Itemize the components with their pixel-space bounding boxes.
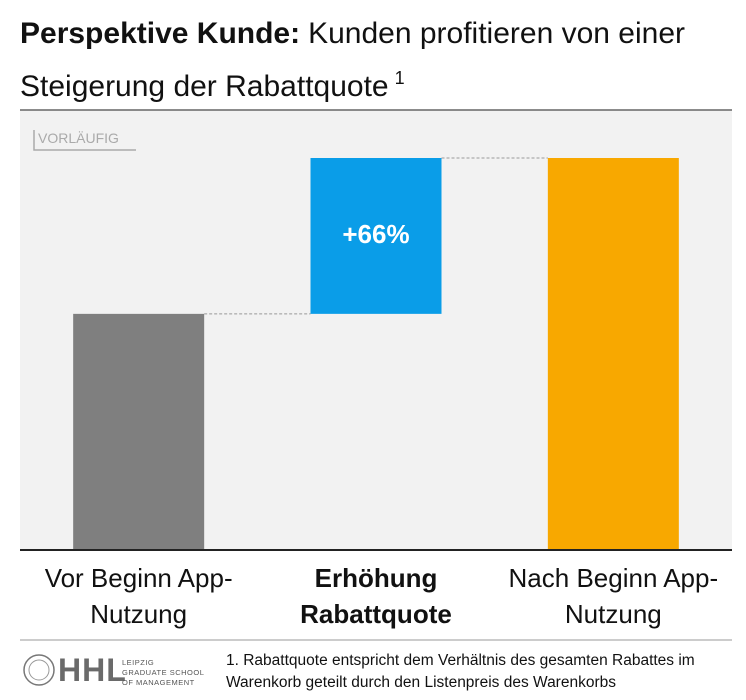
- logo-line: OF MANAGEMENT: [122, 678, 195, 687]
- x-tick-label: Vor Beginn App-Nutzung: [44, 563, 233, 629]
- bar: [73, 313, 205, 550]
- logo-line: LEIPZIG: [122, 658, 155, 667]
- bar: [547, 158, 679, 550]
- logo-seal: [23, 654, 55, 686]
- stamp-frame: [33, 130, 136, 151]
- logo-name: HHL: [58, 652, 127, 688]
- footnote: 1. Rabattquote entspricht dem Verhältnis…: [226, 652, 695, 691]
- logo-line: GRADUATE SCHOOL: [122, 668, 205, 677]
- footnote-ref: 1: [394, 68, 405, 88]
- chart-title: Kunden profitieren von einer Steigerung …: [20, 17, 686, 103]
- x-tick-label: Nach Beginn App-Nutzung: [508, 563, 719, 629]
- x-tick-label: Erhöhung Rabattquote: [300, 563, 452, 629]
- logo: HHL LEIPZIG GRADUATE SCHOOL OF MANAGEMEN…: [20, 652, 220, 688]
- stamp: VORLÄUFIG: [38, 130, 119, 146]
- bar: [310, 158, 442, 314]
- title-lead: Perspektive Kunde:: [20, 17, 301, 50]
- title-block: Perspektive Kunde: Kunden profitieren von…: [20, 12, 720, 109]
- value-label: +66%: [342, 219, 409, 249]
